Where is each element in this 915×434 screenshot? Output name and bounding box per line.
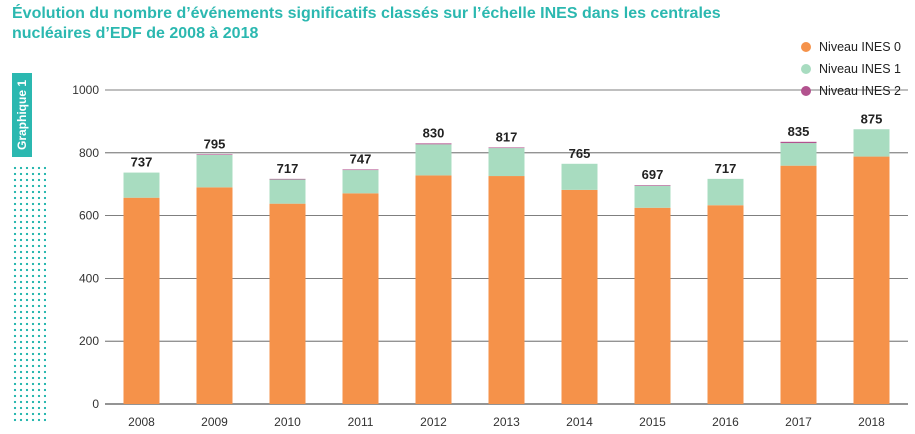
bar-segment-ines2 (415, 143, 452, 145)
bar-total-label: 697 (642, 167, 664, 182)
bar-segment-ines1 (123, 172, 160, 198)
bar-total-label: 717 (277, 161, 299, 176)
x-tick-label: 2010 (274, 415, 301, 429)
y-tick-label: 400 (79, 271, 99, 285)
bar-total-label: 835 (788, 124, 810, 139)
bar-segment-ines0 (853, 156, 890, 404)
bar-segment-ines1 (488, 148, 525, 177)
bar-segment-ines1 (634, 185, 671, 208)
bar-segment-ines2 (634, 185, 671, 186)
x-tick-label: 2013 (493, 415, 520, 429)
legend-item-ines0: Niveau INES 0 (801, 36, 901, 58)
bar-segment-ines1 (269, 179, 306, 204)
y-tick-label: 1000 (72, 83, 99, 97)
bar-segment-ines1 (415, 144, 452, 176)
bar-segment-ines2 (269, 178, 306, 180)
x-tick-label: 2011 (348, 415, 374, 429)
legend-swatch-ines1 (801, 64, 812, 74)
bar-segment-ines1 (853, 129, 890, 157)
bar-segment-ines0 (342, 193, 379, 404)
bar-segment-ines2 (342, 169, 379, 171)
bar-segment-ines0 (780, 165, 817, 404)
y-tick-label: 0 (92, 397, 99, 411)
bar-segment-ines2 (196, 154, 233, 155)
legend-item-ines1: Niveau INES 1 (801, 58, 901, 80)
x-tick-label: 2018 (858, 415, 885, 429)
bar-segment-ines1 (561, 163, 598, 190)
bar-segment-ines1 (196, 154, 233, 188)
bar-total-label: 817 (496, 129, 518, 144)
dotted-pattern (12, 165, 46, 423)
x-tick-label: 2008 (128, 415, 155, 429)
bar-total-label: 765 (569, 146, 591, 161)
bar-segment-ines1 (780, 143, 817, 166)
legend-item-ines2: Niveau INES 2 (801, 80, 901, 102)
bar-total-label: 875 (861, 111, 883, 126)
bar-total-label: 747 (350, 151, 372, 166)
legend-swatch-ines0 (801, 42, 812, 52)
x-tick-label: 2016 (712, 415, 739, 429)
x-tick-label: 2009 (201, 415, 228, 429)
y-tick-label: 200 (79, 334, 99, 348)
bar-segment-ines0 (196, 187, 233, 404)
bar-total-label: 737 (131, 155, 153, 170)
side-tab: Graphique 1 (12, 73, 32, 157)
legend-label-ines2: Niveau INES 2 (819, 84, 901, 98)
chart-title: Évolution du nombre d’événements signifi… (12, 5, 721, 42)
bar-segment-ines0 (415, 175, 452, 404)
bar-segment-ines1 (707, 178, 744, 206)
y-tick-label: 600 (79, 209, 99, 223)
bar-total-label: 717 (715, 161, 737, 176)
bar-segment-ines2 (780, 141, 817, 144)
bar-segment-ines0 (561, 189, 598, 404)
x-tick-label: 2015 (639, 415, 666, 429)
legend-swatch-ines2 (801, 86, 812, 96)
bar-total-label: 795 (204, 136, 226, 151)
bar-segment-ines2 (488, 147, 525, 149)
bar-segment-ines1 (342, 170, 379, 194)
legend: Niveau INES 0 Niveau INES 1 Niveau INES … (801, 36, 901, 102)
bar-total-label: 830 (423, 125, 445, 140)
legend-label-ines0: Niveau INES 0 (819, 40, 901, 54)
y-tick-label: 800 (79, 146, 99, 160)
legend-label-ines1: Niveau INES 1 (819, 62, 901, 76)
x-tick-label: 2012 (420, 415, 447, 429)
bar-segment-ines0 (123, 197, 160, 404)
bar-segment-ines0 (707, 205, 744, 404)
bar-segment-ines0 (488, 176, 525, 404)
x-tick-label: 2014 (566, 415, 593, 429)
bar-segment-ines0 (269, 203, 306, 404)
bar-segment-ines0 (634, 207, 671, 404)
x-tick-label: 2017 (785, 415, 812, 429)
